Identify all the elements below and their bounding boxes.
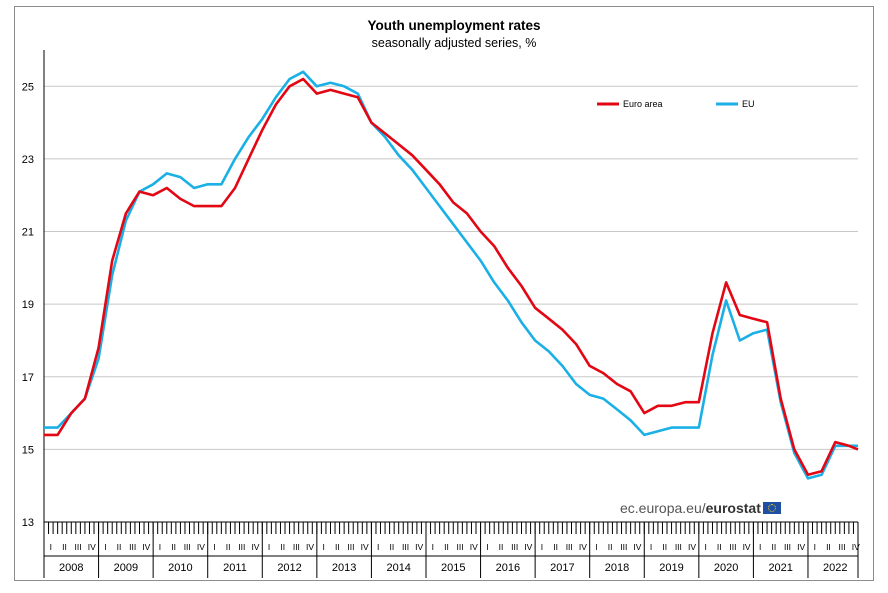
quarter-label: I bbox=[486, 542, 488, 552]
year-label: 2022 bbox=[823, 562, 847, 574]
year-label: 2020 bbox=[714, 562, 738, 574]
quarter-label: III bbox=[620, 542, 627, 552]
quarter-label: III bbox=[129, 542, 136, 552]
quarter-label: IV bbox=[197, 542, 205, 552]
year-label: 2021 bbox=[768, 562, 792, 574]
year-label: 2015 bbox=[441, 562, 465, 574]
quarter-label: I bbox=[159, 542, 161, 552]
quarter-label: II bbox=[171, 542, 176, 552]
quarter-label: I bbox=[704, 542, 706, 552]
legend-label: Euro area bbox=[623, 99, 663, 109]
quarter-label: IV bbox=[415, 542, 423, 552]
quarter-label: II bbox=[826, 542, 831, 552]
quarter-label: IV bbox=[470, 542, 478, 552]
y-axis: 13 15 17 19 21 23 25 bbox=[22, 50, 45, 529]
gridlines bbox=[44, 85, 858, 450]
quarter-label: II bbox=[499, 542, 504, 552]
quarter-label: III bbox=[675, 542, 682, 552]
quarter-label: II bbox=[772, 542, 777, 552]
source-brand: eurostat bbox=[705, 500, 761, 516]
quarter-label: II bbox=[117, 542, 122, 552]
quarter-label: IV bbox=[579, 542, 587, 552]
quarter-label: II bbox=[717, 542, 722, 552]
source-credit: ec.europa.eu/eurostat bbox=[620, 500, 781, 516]
quarter-label: I bbox=[814, 542, 816, 552]
quarter-label: I bbox=[432, 542, 434, 552]
quarter-label: III bbox=[402, 542, 409, 552]
quarter-label: IV bbox=[88, 542, 96, 552]
quarter-label: IV bbox=[142, 542, 150, 552]
legend-label: EU bbox=[742, 99, 755, 109]
quarter-label: I bbox=[650, 542, 652, 552]
year-label: 2012 bbox=[277, 562, 301, 574]
quarter-label: IV bbox=[251, 542, 259, 552]
year-label: 2013 bbox=[332, 562, 356, 574]
quarter-label: II bbox=[553, 542, 558, 552]
quarter-label: I bbox=[541, 542, 543, 552]
quarter-label: III bbox=[457, 542, 464, 552]
year-label: 2016 bbox=[496, 562, 520, 574]
quarter-label: II bbox=[62, 542, 67, 552]
y-tick-label: 17 bbox=[22, 372, 34, 384]
quarter-label: IV bbox=[852, 542, 860, 552]
quarter-label: II bbox=[444, 542, 449, 552]
quarter-label: I bbox=[322, 542, 324, 552]
series-lines bbox=[44, 70, 859, 480]
quarter-label: I bbox=[50, 542, 52, 552]
quarter-label: II bbox=[662, 542, 667, 552]
quarter-label: II bbox=[608, 542, 613, 552]
y-tick-label: 15 bbox=[22, 444, 34, 456]
quarter-label: III bbox=[511, 542, 518, 552]
year-label: 2014 bbox=[386, 562, 410, 574]
quarter-label: I bbox=[377, 542, 379, 552]
quarter-label: I bbox=[595, 542, 597, 552]
year-label: 2008 bbox=[59, 562, 83, 574]
y-tick-label: 25 bbox=[22, 81, 34, 93]
year-label: 2019 bbox=[659, 562, 683, 574]
quarter-label: II bbox=[390, 542, 395, 552]
quarter-label: II bbox=[226, 542, 231, 552]
quarter-label: IV bbox=[743, 542, 751, 552]
quarter-label: IV bbox=[524, 542, 532, 552]
source-prefix: ec.europa.eu/ bbox=[620, 500, 706, 516]
quarter-label: IV bbox=[797, 542, 805, 552]
quarter-label: IV bbox=[688, 542, 696, 552]
quarter-label: I bbox=[104, 542, 106, 552]
chart-subtitle: seasonally adjusted series, % bbox=[371, 36, 537, 50]
y-tick-label: 19 bbox=[22, 299, 34, 311]
quarter-label: IV bbox=[633, 542, 641, 552]
quarter-label: III bbox=[347, 542, 354, 552]
y-tick-label: 23 bbox=[22, 154, 34, 166]
quarter-label: I bbox=[268, 542, 270, 552]
y-tick-label: 13 bbox=[22, 517, 34, 529]
quarter-label: III bbox=[784, 542, 791, 552]
quarter-label: III bbox=[839, 542, 846, 552]
quarter-label: IV bbox=[306, 542, 314, 552]
quarter-label: II bbox=[335, 542, 340, 552]
quarter-label: III bbox=[293, 542, 300, 552]
year-label: 2018 bbox=[605, 562, 629, 574]
year-label: 2009 bbox=[114, 562, 138, 574]
quarter-label: III bbox=[729, 542, 736, 552]
series-line-eu bbox=[44, 70, 858, 480]
year-label: 2010 bbox=[168, 562, 192, 574]
series-line-euro-area bbox=[44, 77, 859, 477]
quarter-label: I bbox=[759, 542, 761, 552]
year-label: 2017 bbox=[550, 562, 574, 574]
quarter-label: III bbox=[566, 542, 573, 552]
chart-title: Youth unemployment rates bbox=[367, 18, 541, 33]
quarter-label: III bbox=[238, 542, 245, 552]
quarter-label: II bbox=[280, 542, 285, 552]
quarter-label: III bbox=[75, 542, 82, 552]
legend: Euro area EU bbox=[597, 99, 755, 109]
eu-flag-icon bbox=[762, 502, 781, 514]
y-tick-label: 21 bbox=[22, 227, 34, 239]
quarter-label: III bbox=[184, 542, 191, 552]
quarter-label: IV bbox=[361, 542, 369, 552]
quarter-label: I bbox=[213, 542, 215, 552]
year-label: 2011 bbox=[223, 562, 247, 574]
